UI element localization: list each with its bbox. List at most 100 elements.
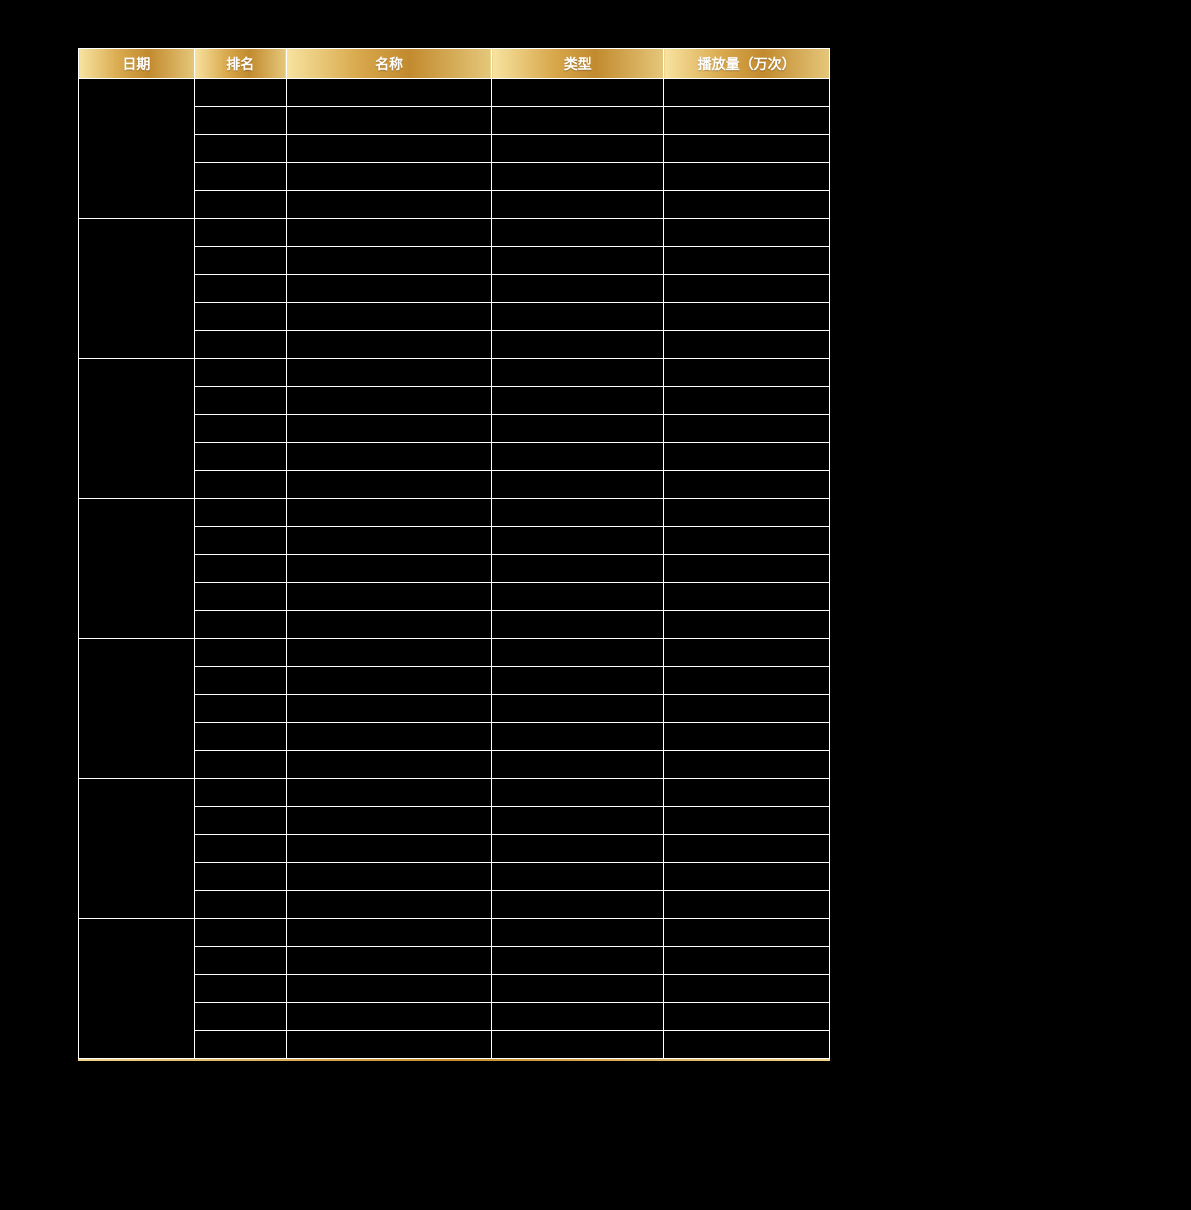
playcount-cell	[664, 415, 830, 443]
name-cell	[286, 611, 492, 639]
rank-cell	[194, 527, 286, 555]
playcount-cell	[664, 219, 830, 247]
playcount-cell	[664, 639, 830, 667]
name-cell	[286, 583, 492, 611]
rank-cell	[194, 807, 286, 835]
playcount-cell	[664, 555, 830, 583]
playcount-cell	[664, 359, 830, 387]
rank-cell	[194, 163, 286, 191]
type-cell	[492, 947, 664, 975]
date-cell	[79, 919, 195, 1059]
rank-cell	[194, 975, 286, 1003]
playcount-cell	[664, 779, 830, 807]
type-cell	[492, 751, 664, 779]
name-cell	[286, 667, 492, 695]
table-row	[79, 779, 830, 807]
name-cell	[286, 1031, 492, 1059]
type-cell	[492, 891, 664, 919]
playcount-cell	[664, 695, 830, 723]
type-cell	[492, 695, 664, 723]
playcount-cell	[664, 611, 830, 639]
name-cell	[286, 275, 492, 303]
table-row	[79, 79, 830, 107]
date-cell	[79, 79, 195, 219]
table-bottom-accent	[78, 1059, 830, 1061]
playcount-cell	[664, 975, 830, 1003]
name-cell	[286, 807, 492, 835]
playcount-cell	[664, 891, 830, 919]
rank-cell	[194, 191, 286, 219]
table-body	[79, 79, 830, 1059]
playcount-cell	[664, 331, 830, 359]
rank-cell	[194, 1003, 286, 1031]
name-cell	[286, 919, 492, 947]
type-cell	[492, 555, 664, 583]
type-cell	[492, 639, 664, 667]
rank-cell	[194, 387, 286, 415]
playcount-cell	[664, 275, 830, 303]
type-cell	[492, 527, 664, 555]
rank-cell	[194, 135, 286, 163]
type-cell	[492, 163, 664, 191]
col-header-rank: 排名	[194, 49, 286, 79]
playcount-cell	[664, 303, 830, 331]
type-cell	[492, 863, 664, 891]
type-cell	[492, 835, 664, 863]
rank-cell	[194, 639, 286, 667]
name-cell	[286, 527, 492, 555]
playcount-cell	[664, 191, 830, 219]
playcount-cell	[664, 387, 830, 415]
name-cell	[286, 975, 492, 1003]
type-cell	[492, 723, 664, 751]
playcount-cell	[664, 443, 830, 471]
playcount-cell	[664, 1031, 830, 1059]
rank-cell	[194, 835, 286, 863]
type-cell	[492, 387, 664, 415]
name-cell	[286, 499, 492, 527]
type-cell	[492, 1031, 664, 1059]
rank-cell	[194, 303, 286, 331]
rank-cell	[194, 611, 286, 639]
date-cell	[79, 219, 195, 359]
type-cell	[492, 107, 664, 135]
date-cell	[79, 499, 195, 639]
type-cell	[492, 79, 664, 107]
rank-cell	[194, 275, 286, 303]
playcount-cell	[664, 135, 830, 163]
rank-cell	[194, 863, 286, 891]
name-cell	[286, 835, 492, 863]
rank-cell	[194, 107, 286, 135]
rank-cell	[194, 919, 286, 947]
date-cell	[79, 359, 195, 499]
rank-cell	[194, 443, 286, 471]
playcount-cell	[664, 1003, 830, 1031]
rank-cell	[194, 1031, 286, 1059]
rank-cell	[194, 723, 286, 751]
rank-cell	[194, 583, 286, 611]
name-cell	[286, 79, 492, 107]
name-cell	[286, 751, 492, 779]
rank-cell	[194, 415, 286, 443]
col-header-date: 日期	[79, 49, 195, 79]
ranking-table: 日期 排名 名称 类型 播放量（万次）	[78, 48, 830, 1059]
name-cell	[286, 443, 492, 471]
type-cell	[492, 975, 664, 1003]
type-cell	[492, 247, 664, 275]
rank-cell	[194, 779, 286, 807]
rank-cell	[194, 79, 286, 107]
name-cell	[286, 1003, 492, 1031]
name-cell	[286, 723, 492, 751]
name-cell	[286, 387, 492, 415]
type-cell	[492, 611, 664, 639]
table-row	[79, 639, 830, 667]
playcount-cell	[664, 947, 830, 975]
name-cell	[286, 415, 492, 443]
playcount-cell	[664, 107, 830, 135]
type-cell	[492, 667, 664, 695]
rank-cell	[194, 499, 286, 527]
type-cell	[492, 303, 664, 331]
name-cell	[286, 191, 492, 219]
name-cell	[286, 163, 492, 191]
name-cell	[286, 247, 492, 275]
name-cell	[286, 947, 492, 975]
